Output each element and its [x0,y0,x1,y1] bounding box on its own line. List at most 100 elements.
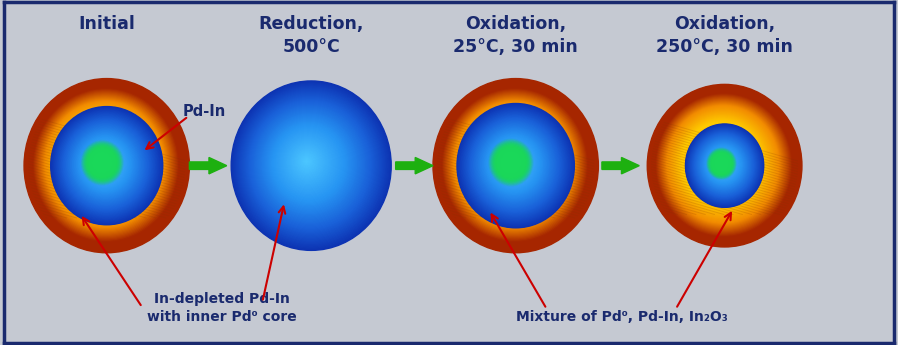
Ellipse shape [666,105,780,224]
Ellipse shape [100,158,108,167]
Ellipse shape [297,151,317,172]
Ellipse shape [471,119,554,207]
Ellipse shape [30,85,182,246]
Ellipse shape [507,158,515,167]
Ellipse shape [264,116,354,211]
Ellipse shape [80,137,130,191]
Ellipse shape [279,132,337,194]
Ellipse shape [90,149,115,176]
Ellipse shape [498,148,528,179]
Ellipse shape [493,142,534,185]
Ellipse shape [716,158,721,164]
Ellipse shape [501,152,521,172]
Ellipse shape [701,142,738,181]
Ellipse shape [475,124,550,202]
Ellipse shape [705,147,734,177]
Ellipse shape [62,119,145,207]
Ellipse shape [662,100,785,230]
Ellipse shape [84,144,120,182]
Ellipse shape [84,142,126,186]
Ellipse shape [473,121,556,208]
Ellipse shape [504,155,518,170]
Ellipse shape [508,158,517,167]
Ellipse shape [714,155,729,172]
Ellipse shape [100,159,107,167]
Ellipse shape [501,152,521,173]
Ellipse shape [469,116,561,214]
Ellipse shape [685,124,763,207]
Ellipse shape [718,160,719,162]
Ellipse shape [83,140,128,188]
Ellipse shape [97,156,110,170]
Ellipse shape [495,145,526,178]
Ellipse shape [61,118,151,213]
Ellipse shape [472,120,552,206]
Ellipse shape [718,159,727,169]
Ellipse shape [500,150,525,176]
Ellipse shape [709,149,735,178]
Ellipse shape [652,89,797,242]
Ellipse shape [66,124,140,202]
Ellipse shape [53,109,161,223]
Text: Oxidation,
25°C, 30 min: Oxidation, 25°C, 30 min [453,16,578,56]
Ellipse shape [99,159,101,161]
Ellipse shape [70,127,141,202]
Ellipse shape [482,131,546,198]
Ellipse shape [491,140,535,187]
Ellipse shape [494,144,533,184]
Ellipse shape [694,134,753,197]
Ellipse shape [441,87,589,244]
Ellipse shape [650,87,799,244]
Ellipse shape [29,84,184,247]
Ellipse shape [81,140,124,185]
Ellipse shape [697,136,752,194]
Ellipse shape [96,155,111,171]
Ellipse shape [98,158,107,168]
Ellipse shape [506,158,515,167]
Ellipse shape [460,107,568,220]
Ellipse shape [101,161,103,164]
Ellipse shape [696,135,753,195]
Ellipse shape [474,122,550,203]
Ellipse shape [665,104,781,225]
Ellipse shape [88,147,120,180]
Ellipse shape [688,127,761,204]
Ellipse shape [287,141,328,184]
Ellipse shape [266,118,352,209]
Ellipse shape [49,106,159,221]
Ellipse shape [74,131,136,198]
Ellipse shape [701,141,745,188]
Ellipse shape [502,153,517,168]
Ellipse shape [301,155,313,168]
Ellipse shape [462,110,564,217]
Ellipse shape [494,144,527,179]
Ellipse shape [265,117,353,210]
Ellipse shape [451,98,577,231]
Ellipse shape [500,151,522,174]
Ellipse shape [498,149,524,176]
Ellipse shape [678,118,765,209]
Ellipse shape [712,153,734,176]
Ellipse shape [709,151,734,176]
Ellipse shape [480,128,549,201]
Ellipse shape [690,129,759,202]
Ellipse shape [503,153,523,173]
Ellipse shape [711,152,732,175]
Ellipse shape [717,159,720,163]
Text: In-depleted Pd-In
with inner Pd⁰ core: In-depleted Pd-In with inner Pd⁰ core [147,292,297,325]
Ellipse shape [475,123,554,207]
Ellipse shape [490,140,532,184]
Ellipse shape [72,130,134,195]
Ellipse shape [94,154,110,171]
Ellipse shape [63,120,144,206]
Ellipse shape [84,144,119,181]
Ellipse shape [706,147,733,176]
Ellipse shape [55,111,158,220]
Ellipse shape [502,151,524,175]
Ellipse shape [94,154,107,167]
Ellipse shape [686,125,763,207]
Ellipse shape [435,81,596,250]
Ellipse shape [453,100,575,228]
Ellipse shape [480,129,543,196]
Ellipse shape [712,154,726,168]
